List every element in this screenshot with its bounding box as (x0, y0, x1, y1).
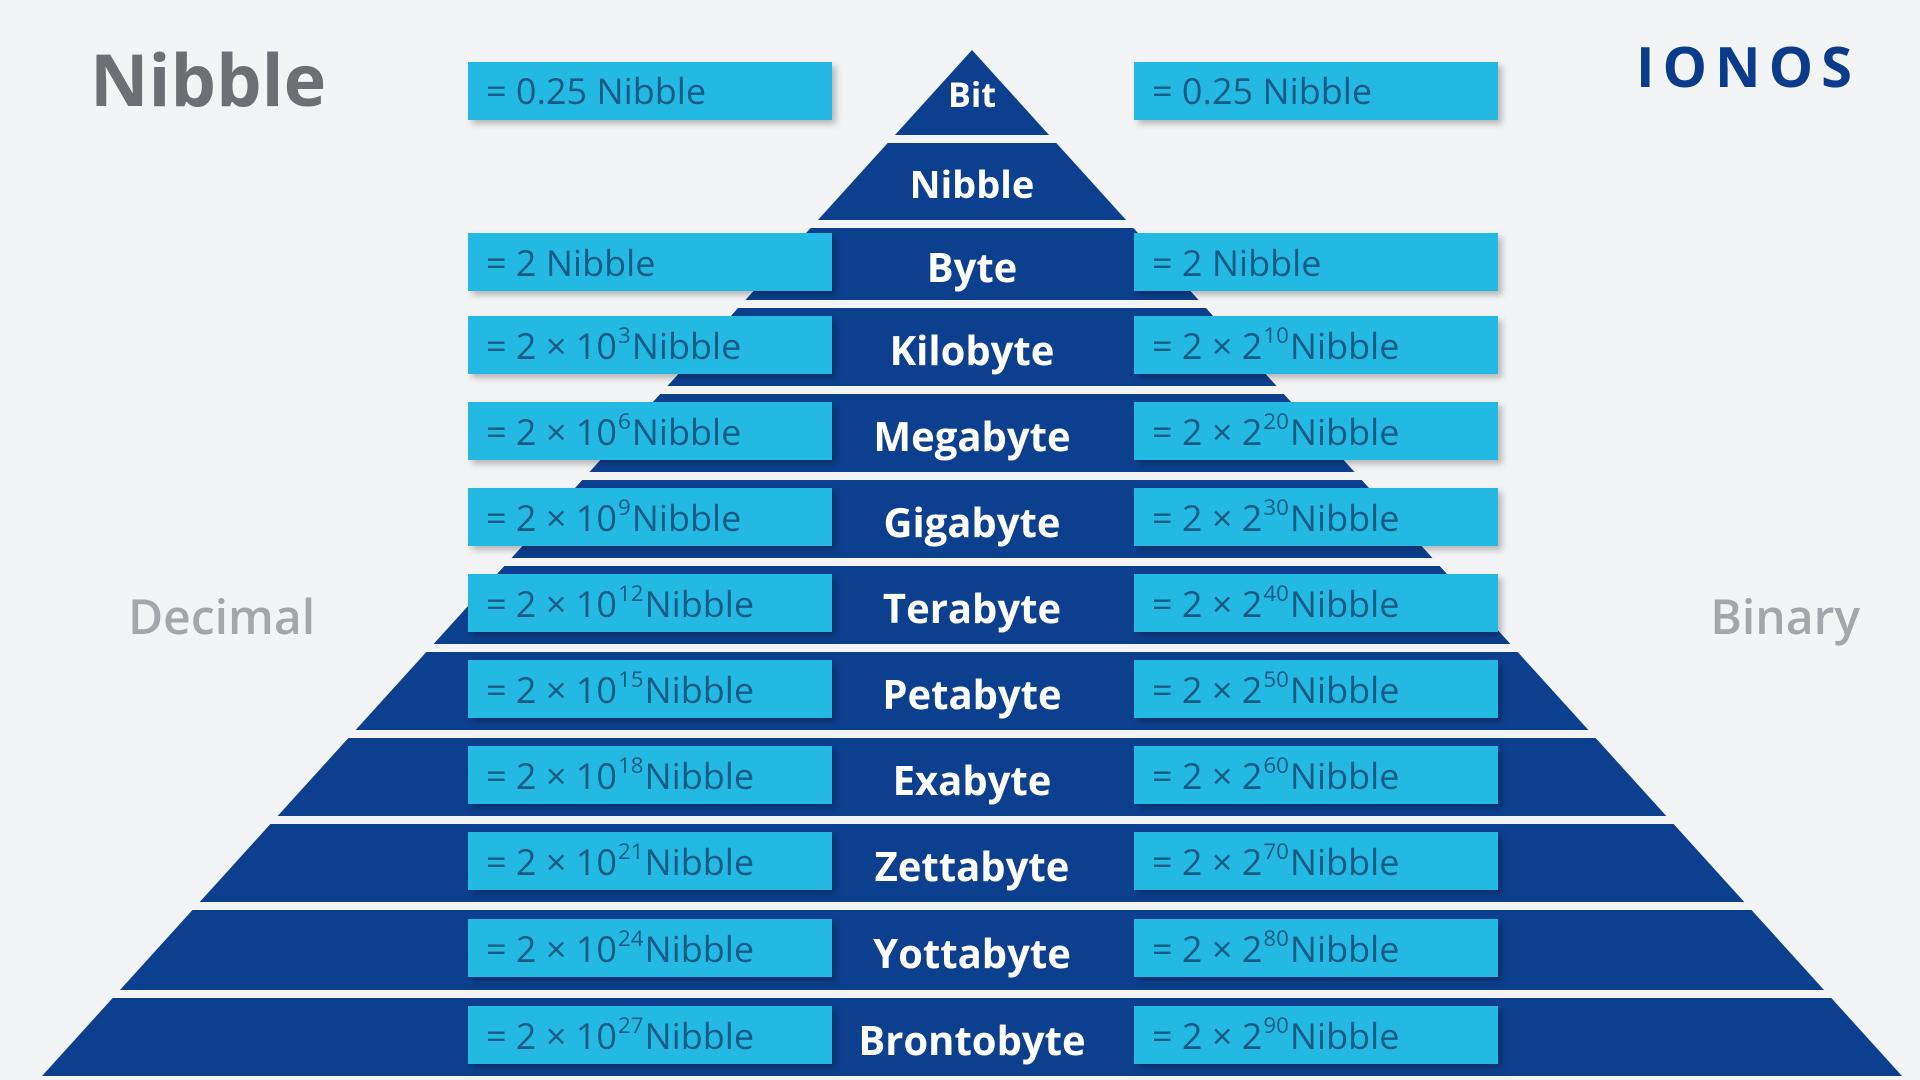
tier-label-terabyte: Terabyte (772, 580, 1172, 635)
value-box-right-petabyte: = 2 × 250 Nibble (1134, 660, 1498, 718)
value-box-right-kilobyte: = 2 × 210 Nibble (1134, 316, 1498, 374)
value-box-left-byte: = 2 Nibble (468, 233, 832, 291)
tier-label-gigabyte: Gigabyte (772, 494, 1172, 549)
value-box-right-terabyte: = 2 × 240 Nibble (1134, 574, 1498, 632)
tier-label-byte: Byte (772, 239, 1172, 294)
tier-label-exabyte: Exabyte (772, 752, 1172, 807)
value-box-left-megabyte: = 2 × 106 Nibble (468, 402, 832, 460)
tier-label-zettabyte: Zettabyte (772, 838, 1172, 893)
value-box-left-bit: = 0.25 Nibble (468, 62, 832, 120)
value-box-right-zettabyte: = 2 × 270 Nibble (1134, 832, 1498, 890)
tier-label-yottabyte: Yottabyte (772, 925, 1172, 980)
tier-label-nibble: Nibble (772, 158, 1172, 210)
value-box-right-megabyte: = 2 × 220 Nibble (1134, 402, 1498, 460)
value-box-right-bit: = 0.25 Nibble (1134, 62, 1498, 120)
tier-label-bit: Bit (772, 71, 1172, 117)
value-box-right-exabyte: = 2 × 260 Nibble (1134, 746, 1498, 804)
value-box-left-terabyte: = 2 × 1012 Nibble (468, 574, 832, 632)
value-box-left-petabyte: = 2 × 1015 Nibble (468, 660, 832, 718)
value-box-right-brontobyte: = 2 × 290 Nibble (1134, 1006, 1498, 1064)
tier-label-petabyte: Petabyte (772, 666, 1172, 721)
value-box-left-gigabyte: = 2 × 109 Nibble (468, 488, 832, 546)
tier-label-megabyte: Megabyte (772, 408, 1172, 463)
value-box-left-zettabyte: = 2 × 1021 Nibble (468, 832, 832, 890)
value-box-left-yottabyte: = 2 × 1024 Nibble (468, 919, 832, 977)
value-box-left-brontobyte: = 2 × 1027 Nibble (468, 1006, 832, 1064)
value-box-right-gigabyte: = 2 × 230 Nibble (1134, 488, 1498, 546)
value-box-right-byte: = 2 Nibble (1134, 233, 1498, 291)
value-box-left-kilobyte: = 2 × 103 Nibble (468, 316, 832, 374)
value-box-left-exabyte: = 2 × 1018 Nibble (468, 746, 832, 804)
value-box-right-yottabyte: = 2 × 280 Nibble (1134, 919, 1498, 977)
tier-label-brontobyte: Brontobyte (772, 1012, 1172, 1067)
tier-label-kilobyte: Kilobyte (772, 322, 1172, 377)
